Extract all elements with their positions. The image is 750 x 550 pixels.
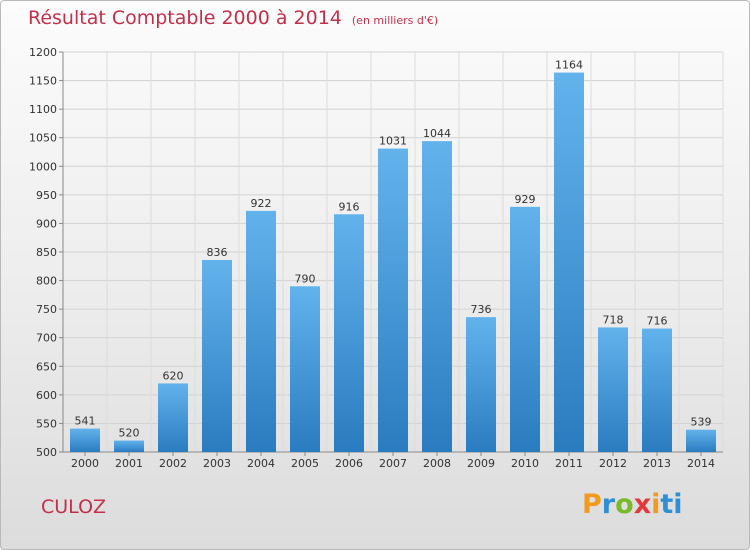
- x-tick-label: 2009: [467, 457, 495, 470]
- x-tick-label: 2012: [599, 457, 627, 470]
- chart-unit: (en milliers d'€): [351, 14, 439, 27]
- data-label-2005: 790: [295, 272, 316, 285]
- bar-2001[interactable]: [114, 440, 144, 452]
- bar-2010[interactable]: [510, 206, 540, 452]
- commune-name: CULOZ: [41, 496, 107, 518]
- data-label-2004: 922: [251, 197, 272, 210]
- bar-2011[interactable]: [554, 72, 584, 453]
- bar-2000[interactable]: [70, 428, 100, 452]
- x-tick-label: 2013: [643, 457, 671, 470]
- x-tick-label: 2014: [687, 457, 715, 470]
- y-tick-label: 1150: [29, 75, 57, 88]
- labels: 500 550 600 650 700 750 800 850 900 950 1000 1050 11…: [29, 46, 715, 470]
- x-tick-label: 2003: [203, 457, 231, 470]
- data-label-2007: 1031: [379, 135, 407, 148]
- y-tick-label: 850: [36, 246, 57, 259]
- bar-2009[interactable]: [466, 317, 496, 452]
- x-tick-label: 2002: [159, 457, 187, 470]
- data-label-2001: 520: [119, 427, 140, 440]
- data-label-2010: 929: [515, 193, 536, 206]
- y-tick-label: 550: [36, 417, 57, 430]
- y-tick-label: 950: [36, 189, 57, 202]
- proxiti-logo[interactable]: Proxiti: [582, 489, 683, 520]
- chart-title: Résultat Comptable 2000 à 2014 (en millie…: [28, 7, 438, 29]
- x-tick-label: 2001: [115, 457, 143, 470]
- y-tick-label: 1100: [29, 103, 57, 116]
- y-tick-label: 600: [36, 389, 57, 402]
- x-tick-label: 2007: [379, 457, 407, 470]
- data-label-2000: 541: [75, 415, 96, 428]
- x-tick-label: 2004: [247, 457, 275, 470]
- x-tick-label: 2010: [511, 457, 539, 470]
- bar-2007[interactable]: [378, 148, 408, 453]
- x-tick-label: 2011: [555, 457, 583, 470]
- y-tick-label: 900: [36, 217, 57, 230]
- bars: [70, 72, 716, 453]
- data-label-2009: 736: [471, 303, 492, 316]
- y-tick-label: 750: [36, 303, 57, 316]
- bar-2013[interactable]: [642, 328, 672, 452]
- bar-2012[interactable]: [598, 327, 628, 452]
- bar-2005[interactable]: [290, 286, 320, 452]
- bar-2003[interactable]: [202, 260, 232, 452]
- bar-2014[interactable]: [686, 429, 716, 452]
- data-label-2008: 1044: [423, 127, 451, 140]
- chart-title-text: Résultat Comptable 2000 à 2014: [28, 7, 342, 29]
- bar-2004[interactable]: [246, 210, 276, 452]
- y-tick-label: 1000: [29, 160, 57, 173]
- y-tick-label: 650: [36, 360, 57, 373]
- bar-2006[interactable]: [334, 214, 364, 452]
- data-label-2014: 539: [691, 416, 712, 429]
- bar-2002[interactable]: [158, 383, 188, 452]
- data-label-2013: 716: [647, 315, 668, 328]
- bar-2008[interactable]: [422, 141, 452, 452]
- y-tick-label: 1200: [29, 46, 57, 59]
- data-label-2003: 836: [207, 246, 228, 259]
- x-tick-label: 2000: [71, 457, 99, 470]
- x-tick-label: 2008: [423, 457, 451, 470]
- x-tick-label: 2005: [291, 457, 319, 470]
- x-tick-label: 2006: [335, 457, 363, 470]
- y-tick-label: 700: [36, 332, 57, 345]
- y-tick-label: 800: [36, 275, 57, 288]
- y-tick-label: 500: [36, 446, 57, 459]
- data-label-2011: 1164: [555, 59, 583, 72]
- data-label-2012: 718: [603, 313, 624, 326]
- data-label-2002: 620: [163, 369, 184, 382]
- data-label-2006: 916: [339, 200, 360, 213]
- y-tick-label: 1050: [29, 132, 57, 145]
